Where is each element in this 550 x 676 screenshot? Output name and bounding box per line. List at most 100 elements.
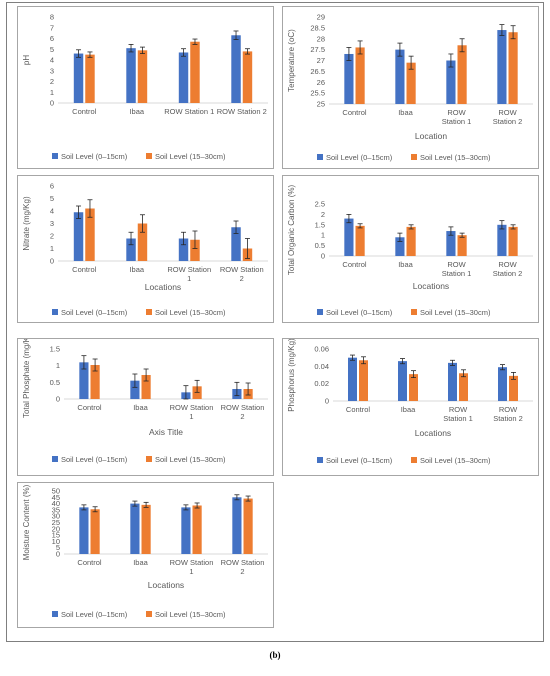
x-tick-label: ROW Station 2 [217,107,267,116]
y-axis-title: Temperature (oC) [287,29,296,92]
y-tick-label: 1 [321,231,325,240]
y-tick-label: 28.5 [310,23,325,32]
legend-swatch [411,457,417,463]
bar [141,504,151,554]
x-tick-label: 1 [187,274,191,283]
y-tick-label: 2.5 [315,200,325,209]
legend-swatch [146,611,152,617]
bar [85,208,95,261]
x-tick-label: ROW Station [221,403,265,412]
x-tick-label: 2 [240,567,244,576]
figure-caption: (b) [269,650,281,660]
legend-label: Soil Level (0–15cm) [326,153,393,162]
y-tick-label: 25.5 [310,89,325,98]
bar [242,51,253,103]
bar [243,498,253,554]
x-tick-label: 1 [189,412,193,421]
y-tick-label: 0 [50,99,54,108]
y-tick-label: 35 [52,505,60,514]
y-tick-label: 4 [50,207,54,216]
legend-label: Soil Level (0–15cm) [61,308,128,317]
legend-swatch [411,154,417,160]
bar [398,361,407,401]
x-tick-label: Station 1 [442,117,472,126]
chart-panel-phosphorus: 0 0.02 0.04 0.06 Phosphorus (mg/Kg) Control Ib… [282,338,539,476]
legend-label: Soil Level (15–30cm) [155,455,226,464]
chart-temperature: 25 25.5 26 26.5 27 27.5 28 28.529 Temperature (o… [287,13,533,162]
y-tick-label: 2 [321,210,325,219]
bar [73,212,84,261]
x-tick-label: ROW Station 1 [164,107,214,116]
figure-frame [6,2,544,642]
legend-swatch [52,456,58,462]
y-tick-label: 25 [52,518,60,527]
legend-label: Soil Level (15–30cm) [420,456,491,465]
y-tick-label: 0.5 [50,378,60,387]
y-tick-label: 2 [50,232,54,241]
y-tick-label: 3 [50,219,54,228]
bar [90,509,100,554]
legend-label: Soil Level (0–15cm) [61,152,128,161]
x-tick-label: Control [77,403,102,412]
x-axis-title: Axis Title [149,427,183,437]
y-tick-label: 0 [321,252,325,261]
chart-panel-temperature: 25 25.5 26 26.5 27 27.5 28 28.5 29 Temperature (o… [282,6,539,169]
y-tick-label: 6 [50,34,54,43]
y-tick-label: 5 [50,45,54,54]
bar [344,53,354,104]
bar [130,503,140,554]
x-tick-label: Ibaa [133,403,148,412]
chart-panel-phosphate: 0 0.5 1 1.5 Total Phosphate (mg/Kg) Control Ib… [17,338,274,476]
bar [232,497,242,554]
legend-swatch [146,153,152,159]
legend-swatch [146,456,152,462]
x-tick-label: ROW [498,108,517,117]
bar [190,41,200,103]
x-tick-label: Station 1 [442,269,472,278]
y-tick-label: 45 [52,493,60,502]
chart-panel-moisture: 0 5 10 15 20 25 30 35 40 45 50 Moisture Content (%)… [17,482,274,628]
legend-label: Soil Level (0–15cm) [61,610,128,619]
legend-swatch [317,309,323,315]
legend-label: Soil Level (15–30cm) [155,152,226,161]
y-tick-label: 25 [317,100,325,109]
bar [348,357,357,401]
x-tick-label: Control [77,558,102,567]
chart-nitrate: 0 1 2 3 4 5 6 Nitrate (mg/Kg) Control Ibaa ROW Sta… [22,182,268,317]
y-tick-label: 5 [56,543,60,552]
x-tick-label: 1 [189,567,193,576]
x-tick-label: Control [72,107,97,116]
y-tick-label: 6 [50,182,54,191]
bar [459,373,468,401]
bar [406,226,416,256]
x-tick-label: Station 1 [443,414,473,423]
bar [344,218,354,256]
legend-label: Soil Level (0–15cm) [326,308,393,317]
y-tick-label: 3 [50,66,54,75]
chart-panel-ph: 0 1 2 3 4 5 6 7 8 pH Control Ibaa ROW Station 1 ROW S… [17,6,274,169]
y-tick-label: 26.5 [310,67,325,76]
y-tick-label: 4 [50,56,54,65]
x-axis-title: Locations [145,282,181,292]
x-tick-label: Ibaa [401,405,416,414]
x-tick-label: ROW [447,108,466,117]
bar [79,362,89,399]
x-tick-label: ROW [447,260,466,269]
y-tick-label: 15 [52,531,60,540]
x-tick-label: ROW [449,405,468,414]
x-tick-label: Station 2 [493,117,523,126]
bar [406,62,416,104]
bar [181,507,191,554]
x-axis-title: Location [415,131,447,141]
x-tick-label: Ibaa [133,558,148,567]
legend-swatch [52,309,58,315]
bar [192,505,202,554]
bar [126,238,136,261]
bar [73,53,84,103]
bar [79,507,89,554]
chart-toc: 0 0.51 1.522.5 Total Organic Carbon (%) Cont… [287,185,533,317]
y-tick-label: 0 [50,257,54,266]
y-tick-label: 1 [50,88,54,97]
y-tick-label: 26 [317,78,325,87]
